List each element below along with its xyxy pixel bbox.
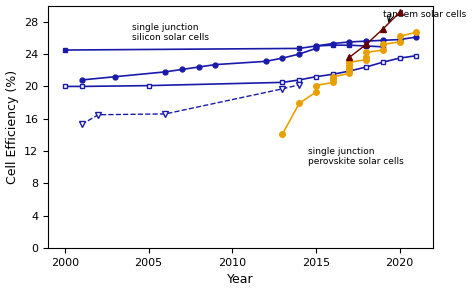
X-axis label: Year: Year [228, 273, 254, 286]
Y-axis label: Cell Efficiency (%): Cell Efficiency (%) [6, 70, 18, 184]
Text: tandem solar cells: tandem solar cells [383, 10, 466, 19]
Text: single junction
perovskite solar cells: single junction perovskite solar cells [308, 147, 403, 166]
Text: single junction
silicon solar cells: single junction silicon solar cells [132, 22, 209, 42]
